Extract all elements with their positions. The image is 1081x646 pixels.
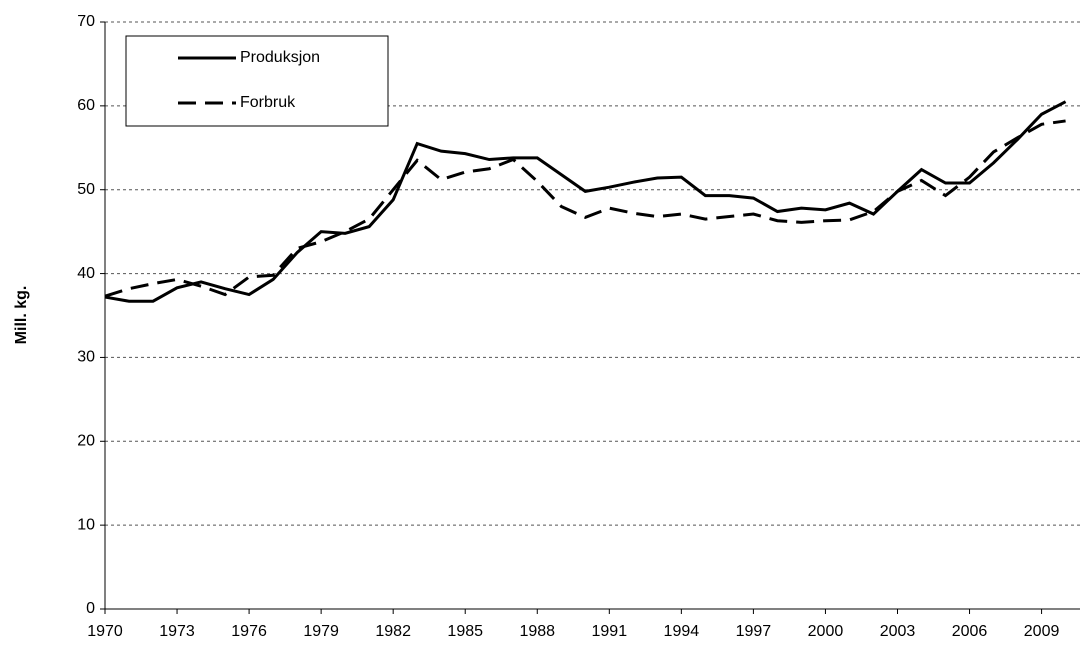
legend-label: Produksjon: [240, 49, 320, 66]
y-tick-label: 60: [77, 97, 95, 114]
y-axis-label: Mill. kg.: [13, 286, 30, 345]
x-tick-label: 1994: [664, 623, 700, 640]
x-tick-label: 2006: [952, 623, 988, 640]
x-tick-label: 1982: [375, 623, 411, 640]
legend-label: Forbruk: [240, 94, 296, 111]
x-tick-label: 1985: [447, 623, 483, 640]
x-tick-label: 1979: [303, 623, 339, 640]
y-tick-label: 40: [77, 265, 95, 282]
x-tick-label: 2003: [880, 623, 916, 640]
x-tick-label: 2009: [1024, 623, 1060, 640]
x-tick-label: 2000: [808, 623, 844, 640]
x-tick-label: 1973: [159, 623, 195, 640]
x-tick-label: 1991: [592, 623, 628, 640]
y-tick-label: 0: [86, 600, 95, 617]
series-line: [104, 119, 1066, 298]
x-tick-label: 1988: [519, 623, 555, 640]
legend-box: [125, 35, 389, 127]
y-tick-label: 30: [77, 349, 95, 366]
y-tick-label: 70: [77, 13, 95, 30]
y-tick-label: 50: [77, 181, 95, 198]
x-tick-label: 1976: [231, 623, 267, 640]
series-line: [104, 100, 1067, 303]
y-tick-label: 20: [77, 433, 95, 450]
x-tick-label: 1970: [87, 623, 123, 640]
y-tick-label: 10: [77, 516, 95, 533]
x-tick-label: 1997: [736, 623, 772, 640]
